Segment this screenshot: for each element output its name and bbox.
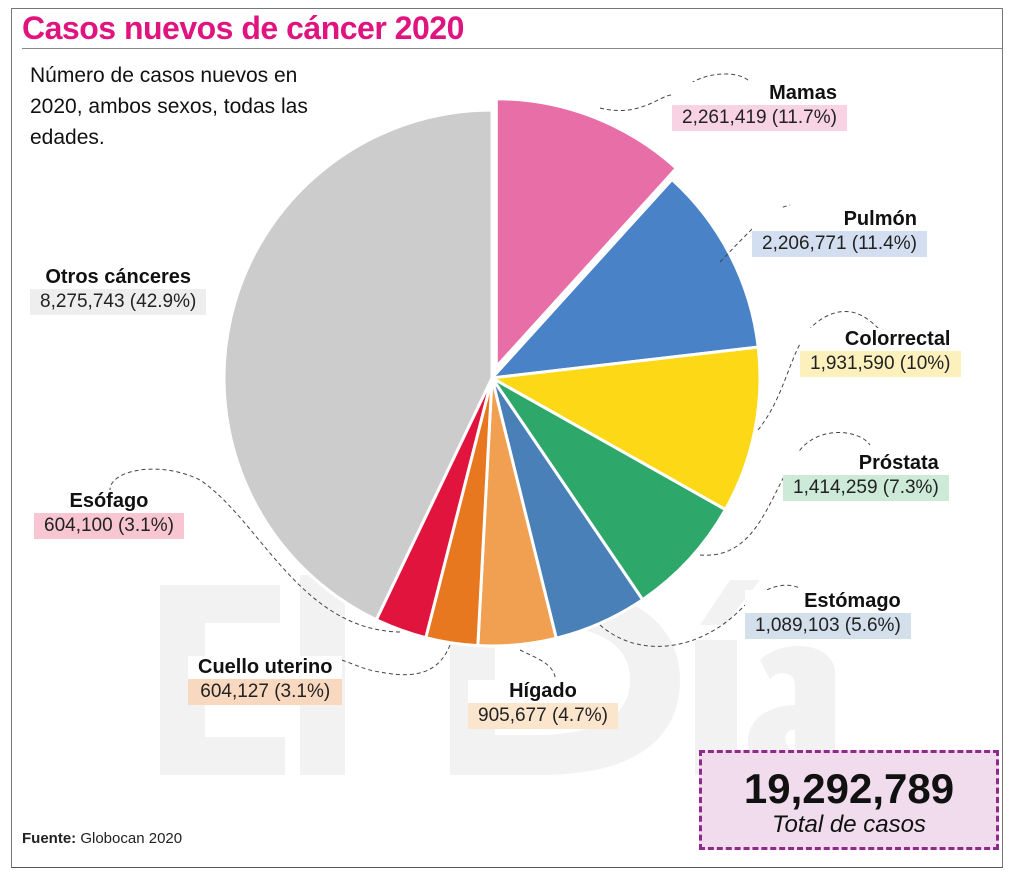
- slice-label: Próstata 1,414,259 (7.3%): [783, 452, 949, 501]
- leader-line: [757, 310, 881, 431]
- slice-label: Esófago 604,100 (3.1%): [34, 490, 184, 539]
- slice-label: Hígado 905,677 (4.7%): [468, 680, 618, 729]
- slice-name: Estómago: [745, 590, 911, 613]
- pie-slice-próstata: [490, 376, 728, 602]
- slice-label: Cuello uterino 604,127 (3.1%): [188, 656, 343, 705]
- pie-slice-pulmón: [488, 177, 760, 380]
- slice-value: 1,414,259 (7.3%): [793, 477, 939, 498]
- slice-label: Mamas 2,261,419 (11.7%): [672, 82, 847, 131]
- slice-label: Otros cánceres 8,275,743 (42.9%): [30, 266, 207, 315]
- slice-name: Mamas: [672, 82, 847, 105]
- leader-line: [599, 584, 801, 647]
- slice-value: 604,100 (3.1%): [44, 515, 174, 536]
- slice-name: Cuello uterino: [188, 656, 343, 679]
- slice-label: Pulmón 2,206,771 (11.4%): [752, 208, 927, 257]
- total-value: 19,292,789: [743, 765, 955, 812]
- slice-value: 1,931,590 (10%): [810, 353, 951, 374]
- slice-value: 2,261,419 (11.7%): [682, 107, 837, 128]
- slice-name: Otros cánceres: [30, 266, 207, 289]
- slice-label: Estómago 1,089,103 (5.6%): [745, 590, 911, 639]
- total-box: 19,292,789 Total de casos: [699, 750, 999, 850]
- source-value: Globocan 2020: [80, 830, 183, 847]
- chart-title: Casos nuevos de cáncer 2020: [22, 10, 464, 46]
- slice-value: 1,089,103 (5.6%): [755, 615, 901, 636]
- slice-name: Esófago: [34, 490, 184, 513]
- slice-label: Colorrectal 1,931,590 (10%): [800, 328, 961, 377]
- slice-value: 2,206,771 (11.4%): [762, 233, 917, 254]
- slice-name: Hígado: [468, 680, 618, 703]
- slice-name: Pulmón: [752, 208, 927, 231]
- title-divider: [22, 48, 1002, 49]
- leader-line: [719, 204, 791, 263]
- slice-name: Colorrectal: [800, 328, 961, 351]
- leader-line: [109, 468, 401, 633]
- source-label: Fuente:: [22, 830, 77, 847]
- chart-subtitle: Número de casos nuevos en 2020, ambos se…: [30, 64, 308, 149]
- source-note: Fuente: Globocan 2020: [22, 830, 182, 847]
- slice-value: 905,677 (4.7%): [478, 705, 608, 726]
- total-caption: Total de casos: [772, 811, 926, 838]
- slice-value: 604,127 (3.1%): [200, 681, 331, 702]
- slice-name: Próstata: [783, 452, 949, 475]
- chart-frame: [11, 8, 1003, 868]
- slice-value: 8,275,743 (42.9%): [40, 291, 197, 312]
- pie-slice-otros-cánceres: [222, 108, 494, 622]
- pie-slice-mamas: [494, 97, 679, 371]
- pie-slice-colorrectal: [487, 345, 762, 512]
